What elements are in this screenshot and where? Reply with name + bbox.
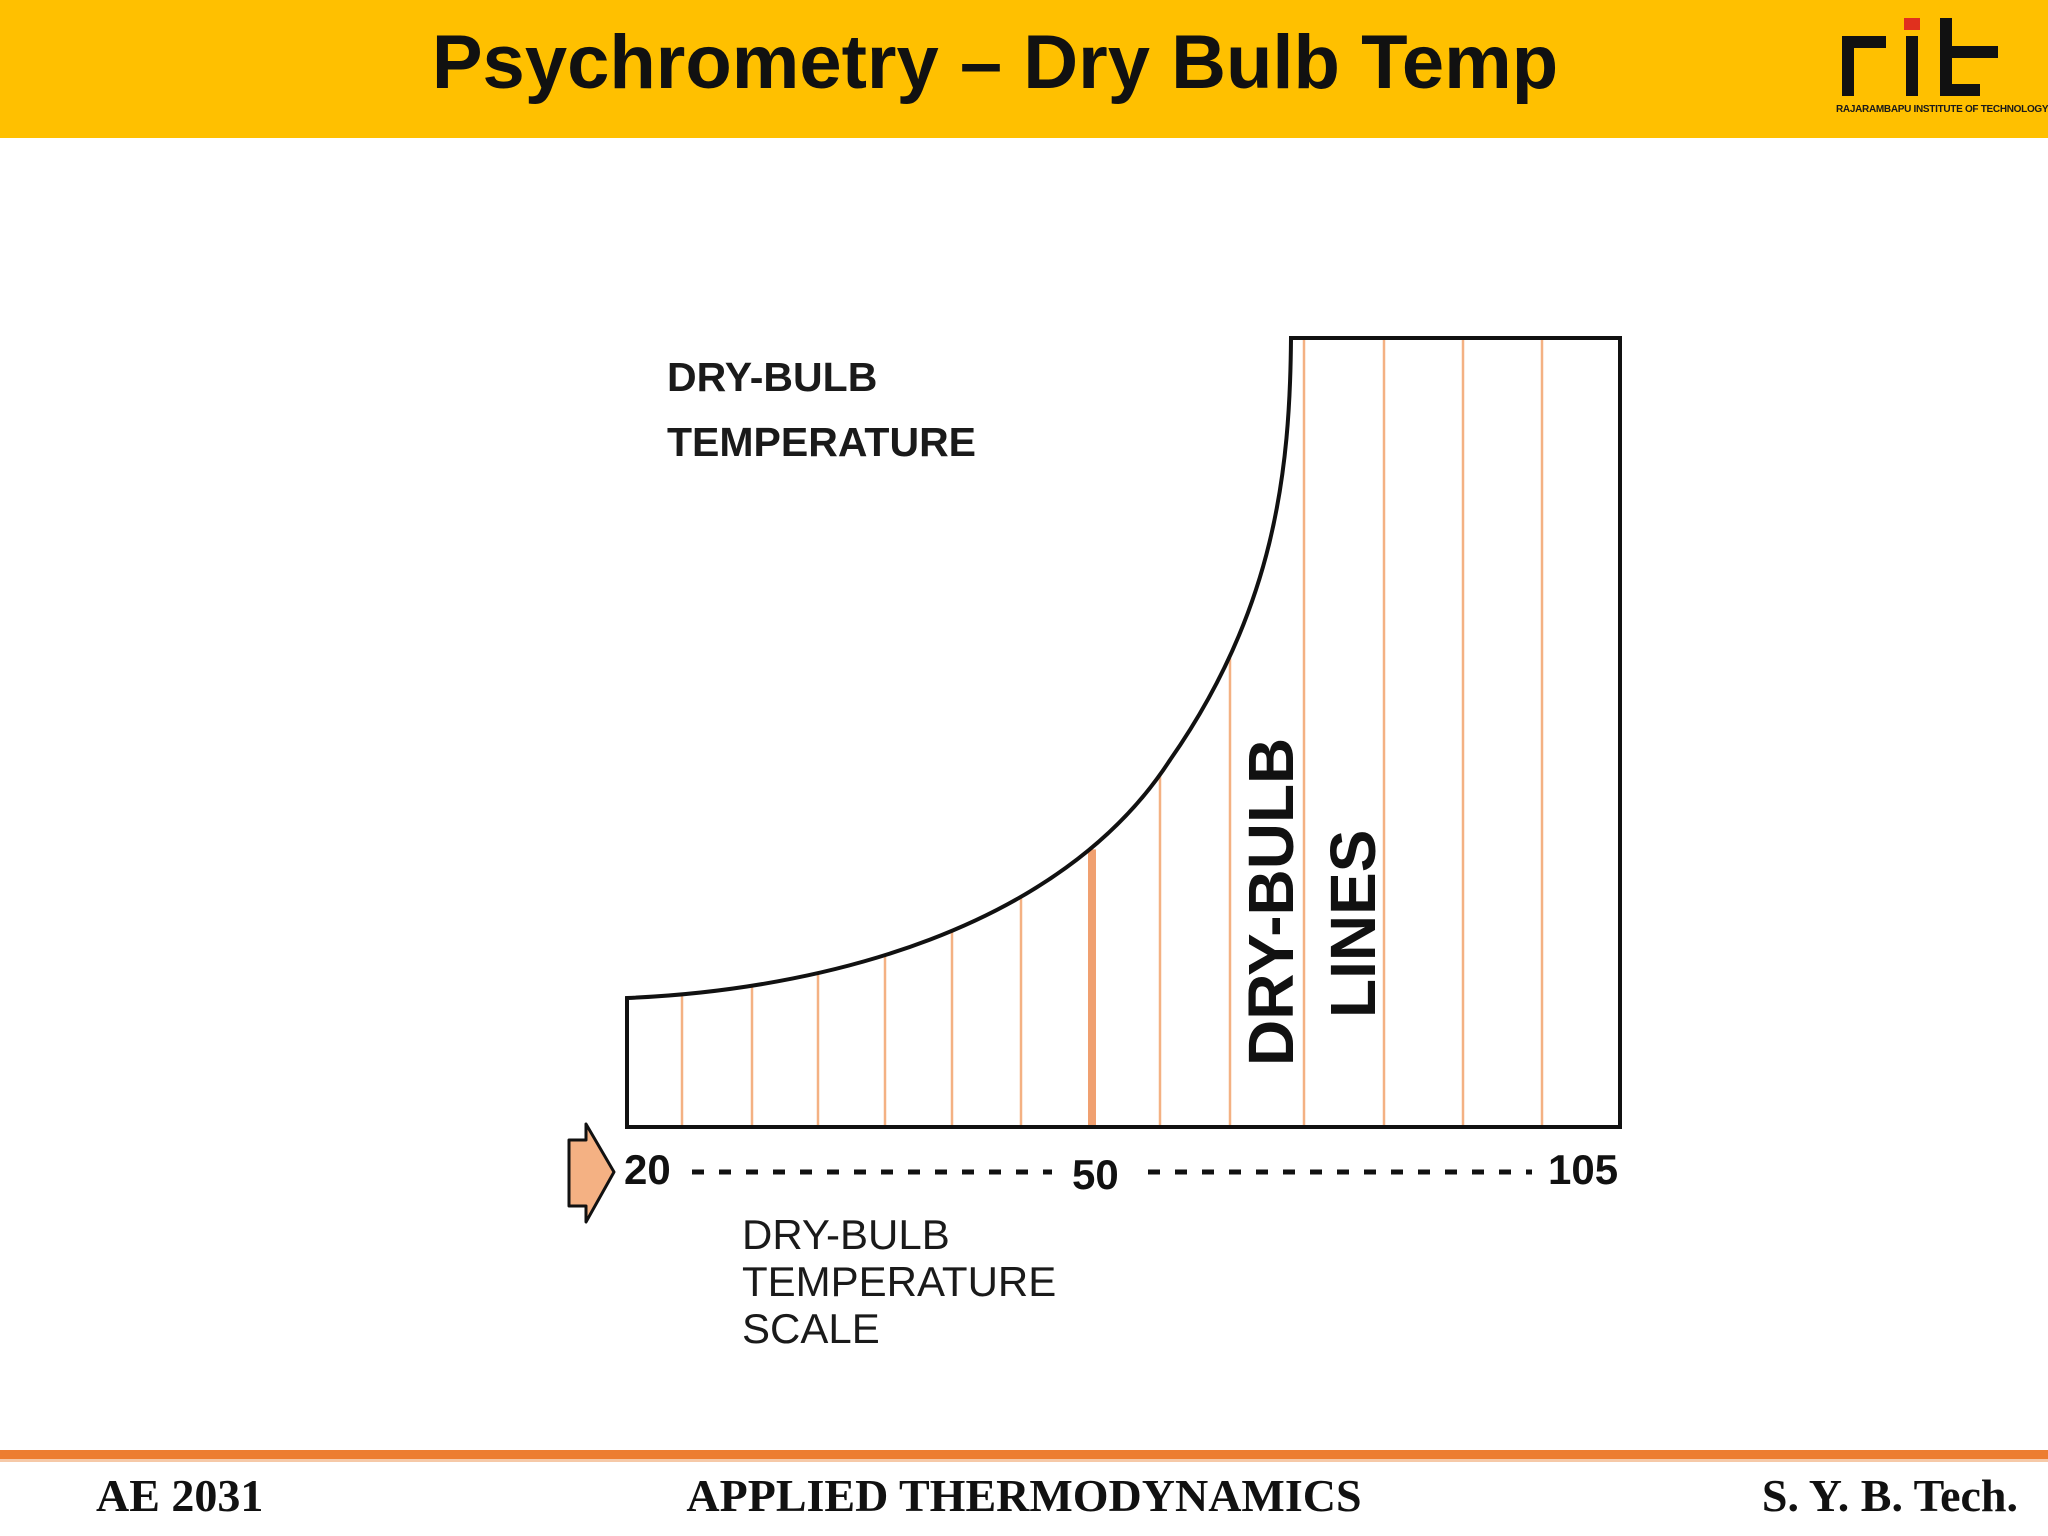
scale-label-line2: TEMPERATURE <box>742 1258 1056 1305</box>
top-label-line1: DRY-BULB <box>667 354 877 400</box>
logo-caption: RAJARAMBAPU INSTITUTE OF TECHNOLOGY <box>1836 104 2048 115</box>
slide-title: Psychrometry – Dry Bulb Temp <box>431 20 1559 105</box>
footer-course-code: AE 2031 <box>96 1470 264 1521</box>
arrow-right-icon <box>567 1122 616 1224</box>
lines-label-line2: LINES <box>1317 830 1389 1018</box>
scale-label-line1: DRY-BULB <box>742 1211 950 1258</box>
rit-logo <box>1842 18 1998 96</box>
lines-label-line1: DRY-BULB <box>1235 738 1307 1066</box>
scale-tick-50: 50 <box>1072 1151 1119 1198</box>
footer-divider <box>0 1450 2048 1459</box>
footer-divider-shadow <box>0 1459 2048 1462</box>
scale-tick-20: 20 <box>624 1146 671 1193</box>
header-bar <box>0 0 2048 138</box>
footer-class: S. Y. B. Tech. <box>1761 1470 2018 1521</box>
scale-tick-105: 105 <box>1548 1146 1618 1193</box>
scale-label-line3: SCALE <box>742 1305 880 1352</box>
footer-course-name: APPLIED THERMODYNAMICS <box>686 1470 1362 1521</box>
chart-outline <box>625 336 1622 1129</box>
top-label-line2: TEMPERATURE <box>667 419 976 465</box>
dry-bulb-lines-group <box>680 340 1544 1125</box>
